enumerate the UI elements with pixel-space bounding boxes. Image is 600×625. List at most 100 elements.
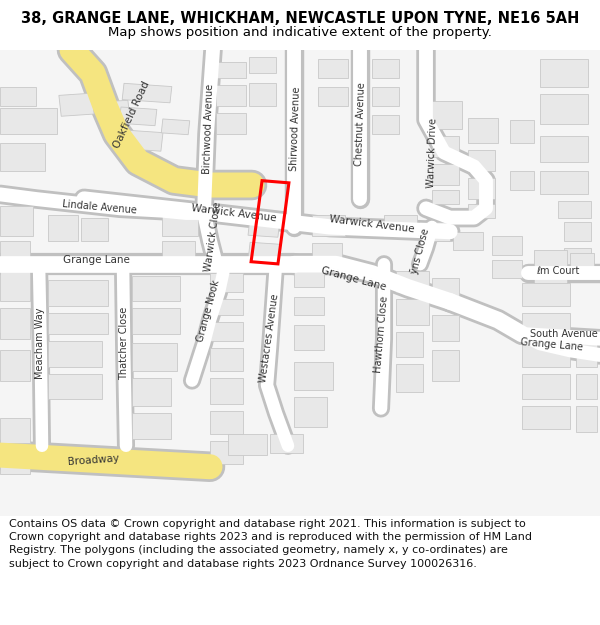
Bar bbox=[432, 189, 459, 204]
Bar bbox=[132, 276, 180, 301]
Text: Warwick Avenue: Warwick Avenue bbox=[329, 214, 415, 235]
Bar bbox=[510, 171, 534, 189]
Bar bbox=[48, 374, 102, 399]
Bar bbox=[0, 108, 57, 134]
Bar bbox=[0, 241, 30, 259]
Bar bbox=[432, 351, 459, 381]
Bar bbox=[492, 259, 522, 278]
Bar bbox=[522, 341, 570, 367]
Text: Grange Lane: Grange Lane bbox=[62, 256, 130, 266]
Text: Chestnut Avenue: Chestnut Avenue bbox=[353, 82, 367, 166]
Text: ℓm Court: ℓm Court bbox=[536, 266, 580, 276]
Bar bbox=[318, 59, 348, 78]
Bar bbox=[468, 204, 495, 217]
Text: Contains OS data © Crown copyright and database right 2021. This information is : Contains OS data © Crown copyright and d… bbox=[9, 519, 532, 569]
Bar bbox=[564, 248, 591, 264]
Text: Shirwood Avenue: Shirwood Avenue bbox=[289, 87, 302, 171]
Bar bbox=[372, 88, 399, 106]
Bar bbox=[576, 406, 597, 432]
Bar bbox=[248, 242, 280, 263]
Bar bbox=[0, 418, 30, 444]
Text: Hawthorn Close: Hawthorn Close bbox=[373, 295, 389, 373]
Text: Broadway: Broadway bbox=[67, 453, 119, 466]
Bar bbox=[249, 82, 276, 106]
Text: Map shows position and indicative extent of the property.: Map shows position and indicative extent… bbox=[108, 26, 492, 39]
Bar bbox=[468, 178, 495, 199]
Text: South Avenue: South Avenue bbox=[530, 329, 598, 339]
Bar bbox=[432, 278, 459, 301]
Bar bbox=[162, 213, 198, 236]
Bar bbox=[210, 411, 243, 434]
Bar bbox=[216, 62, 246, 78]
Text: Warwick Close: Warwick Close bbox=[203, 202, 223, 272]
Bar bbox=[432, 164, 459, 185]
Bar bbox=[522, 406, 570, 429]
Bar bbox=[453, 232, 483, 250]
Bar bbox=[48, 281, 108, 306]
Text: ȳns Close: ȳns Close bbox=[409, 228, 431, 275]
Bar bbox=[372, 115, 399, 134]
Bar bbox=[534, 250, 567, 269]
Bar bbox=[132, 343, 177, 371]
Bar bbox=[0, 451, 30, 474]
Bar bbox=[48, 215, 78, 241]
Bar bbox=[216, 85, 246, 106]
Text: 38, GRANGE LANE, WHICKHAM, NEWCASTLE UPON TYNE, NE16 5AH: 38, GRANGE LANE, WHICKHAM, NEWCASTLE UPO… bbox=[21, 11, 579, 26]
Bar bbox=[318, 88, 348, 106]
Bar bbox=[210, 348, 243, 371]
Bar bbox=[210, 274, 243, 292]
Bar bbox=[564, 222, 591, 241]
Text: Westacres Avenue: Westacres Avenue bbox=[257, 294, 280, 384]
Bar bbox=[0, 308, 30, 339]
Bar bbox=[0, 271, 30, 301]
Bar bbox=[122, 83, 172, 102]
Bar bbox=[162, 241, 195, 258]
Bar bbox=[0, 143, 45, 171]
Bar bbox=[468, 118, 498, 143]
Bar bbox=[132, 378, 171, 406]
Text: Warwick Drive: Warwick Drive bbox=[426, 118, 438, 188]
Bar bbox=[312, 243, 342, 262]
Bar bbox=[294, 269, 324, 288]
Text: Grange Lane: Grange Lane bbox=[320, 266, 388, 292]
Text: Lindale Avenue: Lindale Avenue bbox=[61, 199, 137, 215]
Bar bbox=[98, 100, 130, 121]
Bar bbox=[522, 374, 570, 399]
Bar bbox=[132, 413, 171, 439]
Bar bbox=[534, 274, 567, 292]
Bar bbox=[119, 107, 157, 126]
Bar bbox=[576, 343, 597, 367]
Bar bbox=[522, 313, 570, 334]
Bar bbox=[540, 171, 588, 194]
Bar bbox=[558, 201, 591, 217]
Text: Oakfield Road: Oakfield Road bbox=[112, 80, 152, 150]
Bar bbox=[432, 316, 459, 341]
Bar bbox=[216, 113, 246, 134]
Bar bbox=[294, 325, 324, 351]
Text: Grange Lane: Grange Lane bbox=[520, 336, 584, 352]
Text: Birchwood Avenue: Birchwood Avenue bbox=[202, 84, 215, 174]
Bar bbox=[540, 59, 588, 88]
Bar bbox=[522, 282, 570, 306]
Bar bbox=[492, 236, 522, 255]
Bar bbox=[510, 120, 534, 143]
Bar bbox=[432, 136, 459, 157]
Bar bbox=[396, 332, 423, 357]
Bar bbox=[48, 341, 102, 367]
Bar bbox=[59, 93, 94, 116]
Bar bbox=[48, 313, 108, 334]
Bar bbox=[420, 222, 450, 241]
Bar bbox=[384, 215, 417, 236]
Bar bbox=[161, 119, 190, 135]
Bar bbox=[248, 217, 280, 238]
Bar bbox=[0, 88, 36, 106]
Bar bbox=[294, 297, 324, 316]
Bar bbox=[0, 351, 30, 381]
Bar bbox=[81, 217, 108, 241]
Bar bbox=[540, 136, 588, 162]
Bar bbox=[432, 101, 462, 129]
Bar bbox=[312, 215, 345, 236]
Bar bbox=[372, 59, 399, 78]
Bar bbox=[210, 441, 243, 464]
Text: Grange Nook: Grange Nook bbox=[196, 279, 222, 343]
